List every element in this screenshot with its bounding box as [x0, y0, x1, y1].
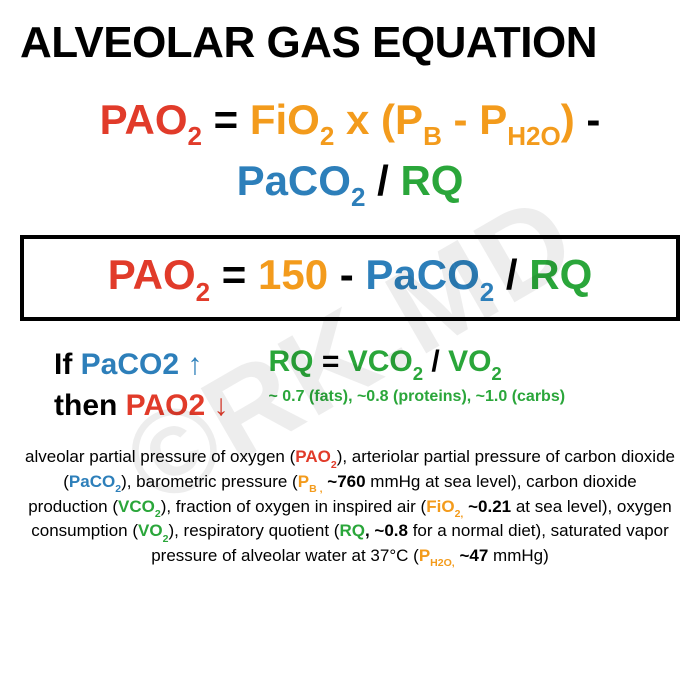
term-150: 150: [258, 251, 328, 298]
glossary: alveolar partial pressure of oxygen (PAO…: [20, 446, 680, 569]
gloss-vco2: VCO2: [118, 497, 161, 516]
equation-simple-boxed: PAO2 = 150 - PaCO2 / RQ: [20, 235, 680, 321]
rq-equation: RQ = VCO2 / VO2: [268, 345, 658, 383]
term-pb: PB: [395, 96, 442, 143]
term-rq: RQ: [400, 157, 463, 204]
gloss-pb: PB ,: [298, 472, 323, 491]
gloss-rq: RQ: [339, 521, 365, 540]
inverse-relation: If PaCO2 ↑ then PAO2 ↓: [54, 345, 228, 426]
term-ph2o: PH2O: [479, 96, 561, 143]
page-title: ALVEOLAR GAS EQUATION: [20, 18, 680, 68]
gloss-ph2o: PH2O,: [419, 546, 455, 565]
term-pao2: PAO2: [108, 251, 210, 298]
equation-full: PAO2 = FiO2 x (PB - PH2O) - PaCO2 / RQ: [20, 92, 680, 213]
term-paco2: PaCO2: [365, 251, 494, 298]
gloss-fio2: FiO2,: [426, 497, 463, 516]
term-rq: RQ: [529, 251, 592, 298]
rq-values-note: ~ 0.7 (fats), ~0.8 (proteins), ~1.0 (car…: [268, 387, 658, 408]
term-paco2: PaCO2: [237, 157, 366, 204]
gloss-vo2: VO2: [138, 521, 168, 540]
gloss-paco2: PaCO2: [69, 472, 121, 491]
term-fio2: FiO2: [250, 96, 334, 143]
term-pao2: PAO2: [100, 96, 202, 143]
gloss-pao2: PAO2: [295, 447, 336, 466]
relations-row: If PaCO2 ↑ then PAO2 ↓ RQ = VCO2 / VO2 ~…: [20, 345, 680, 426]
rq-definition: RQ = VCO2 / VO2 ~ 0.7 (fats), ~0.8 (prot…: [268, 345, 658, 426]
